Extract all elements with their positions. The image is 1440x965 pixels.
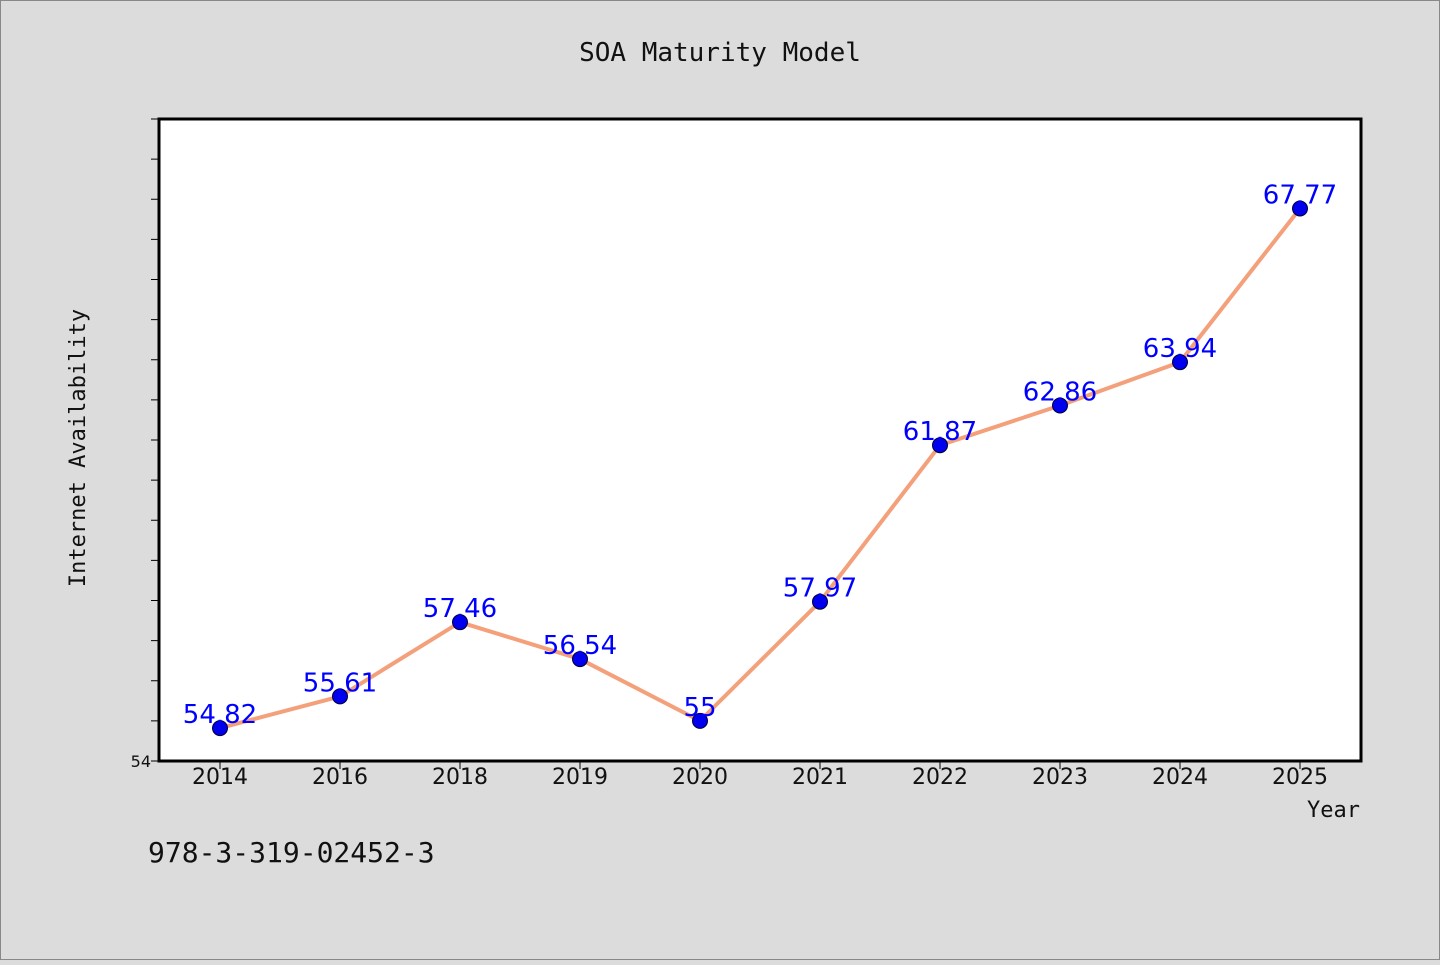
data-label: 67.77 [1263, 180, 1337, 210]
plot-frame [157, 117, 1363, 763]
data-label: 57.97 [783, 574, 857, 604]
data-label: 63.94 [1143, 334, 1217, 364]
data-point-marker [812, 593, 828, 610]
x-tick-label: 2022 [912, 765, 968, 790]
data-label: 55 [683, 693, 716, 723]
data-label: 56.54 [543, 631, 617, 661]
data-labels: 54.82 55.61 57.46 56.54 55 57.97 61.87 62.86 63.… [183, 180, 1337, 730]
data-label: 61.87 [903, 417, 977, 447]
x-tick-label: 2021 [792, 765, 848, 790]
data-point-marker [452, 614, 468, 631]
x-tick-label: 2016 [312, 765, 368, 790]
data-point-marker [1292, 200, 1308, 217]
data-point-marker [932, 437, 948, 454]
x-tick-label: 2024 [1152, 765, 1208, 790]
footer-isbn: 978-3-319-02452-3 [148, 836, 435, 869]
chart-title: SOA Maturity Model [579, 38, 861, 68]
y-axis-label: Internet Availability [66, 309, 91, 587]
data-point-marker [572, 651, 588, 668]
x-tick-label: 2023 [1032, 765, 1088, 790]
data-point-marker [1052, 397, 1068, 414]
x-tick-label: 2020 [672, 765, 728, 790]
x-axis-label: Year [1307, 798, 1360, 823]
data-point-marker [212, 720, 228, 737]
data-point-marker [1172, 354, 1188, 371]
x-tick-label: 2019 [552, 765, 608, 790]
plot-area [159, 119, 1361, 761]
data-point-marker [332, 688, 348, 705]
y-tick-label-min: 54 [131, 752, 151, 771]
series-line [218, 206, 1302, 731]
data-label: 55.61 [303, 668, 377, 698]
x-axis-ticks: 2014 2016 2018 2019 2020 2021 2022 2023 2024 2025 [192, 761, 1328, 790]
x-tick-label: 2018 [432, 765, 488, 790]
x-tick-label: 2014 [192, 765, 248, 790]
x-tick-label: 2025 [1272, 765, 1328, 790]
data-label: 57.46 [423, 594, 497, 624]
data-label: 54.82 [183, 700, 257, 730]
data-point-marker [692, 712, 708, 729]
series-markers [212, 200, 1308, 737]
data-label: 62.86 [1023, 377, 1097, 407]
